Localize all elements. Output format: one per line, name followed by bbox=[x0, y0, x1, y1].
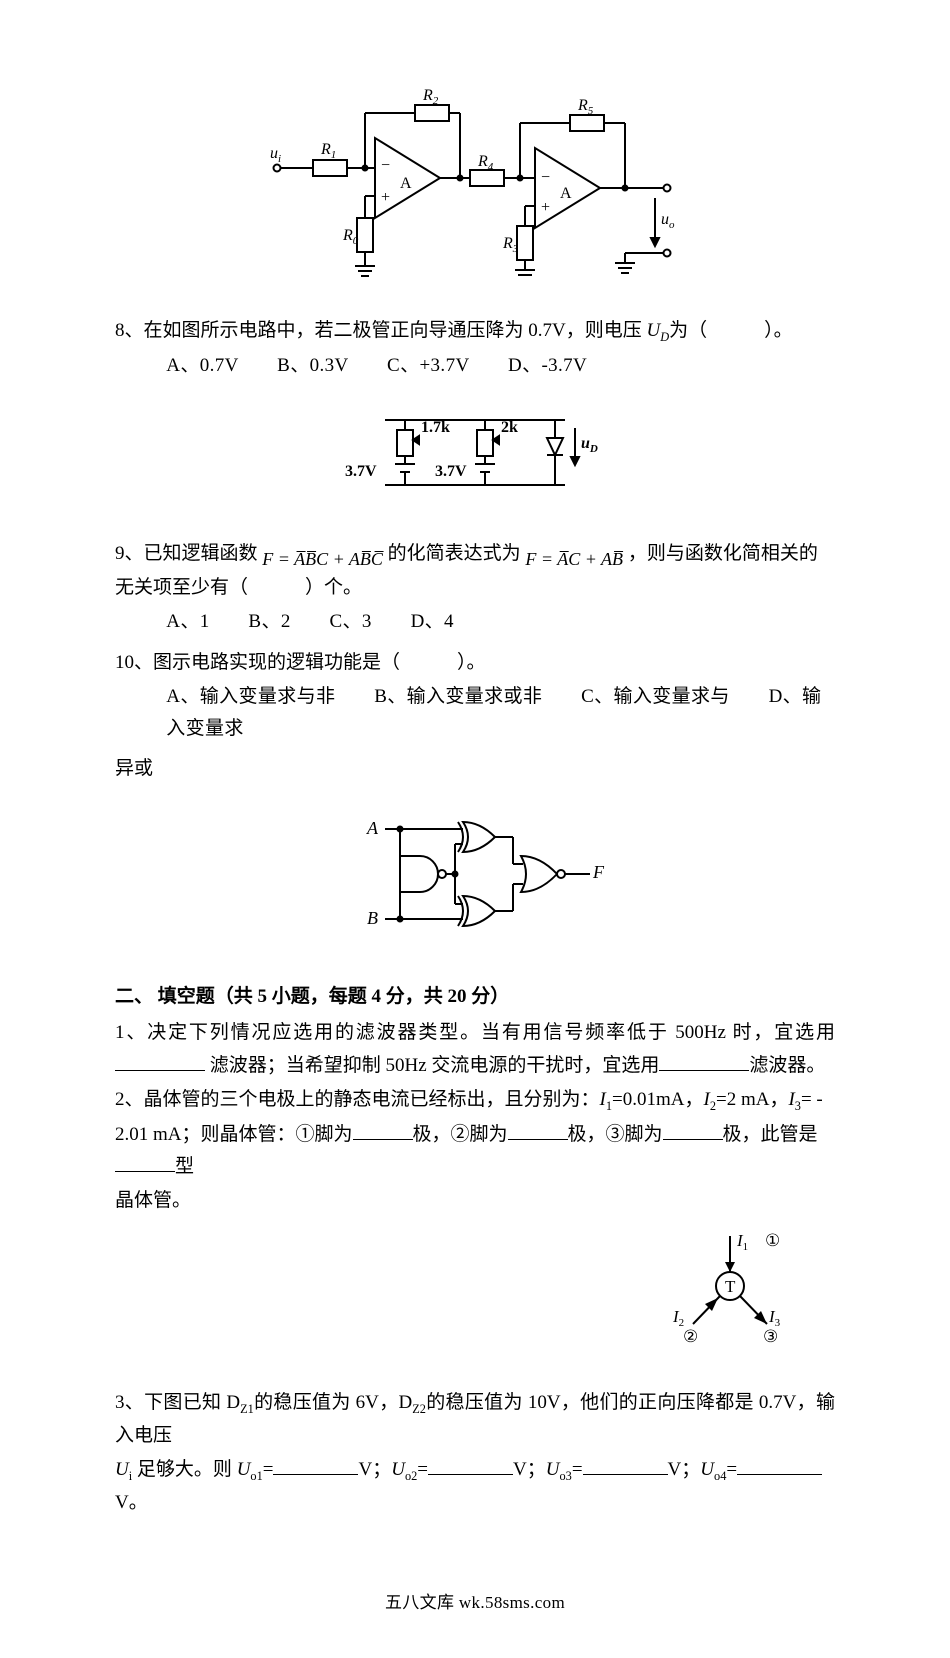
svg-text:R1: R1 bbox=[320, 141, 336, 161]
svg-text:3.7V: 3.7V bbox=[435, 463, 467, 480]
page-footer: 五八文库 wk.58sms.com bbox=[115, 1589, 835, 1618]
svg-text:I1: I1 bbox=[736, 1231, 748, 1253]
diode-svg: 1.7k 2k 3.7V 3.7V uD bbox=[325, 400, 625, 500]
q10-options: A、输入变量求与非 B、输入变量求或非 C、输入变量求与 D、输入变量求 bbox=[115, 681, 835, 746]
svg-text:3.7V: 3.7V bbox=[345, 463, 377, 480]
svg-text:A: A bbox=[400, 175, 412, 192]
logic-svg: A B F bbox=[345, 804, 605, 944]
fill3-line1: 3、下图已知 DZ1的稳压值为 6V，DZ2的稳压值为 10V，他们的正向压降都… bbox=[115, 1387, 835, 1452]
svg-text:−: − bbox=[381, 157, 390, 174]
q8-text: 8、在如图所示电路中，若二极管正向导通压降为 0.7V，则电压 UD为（ ）。 bbox=[115, 315, 835, 348]
figure-logic-circuit: A B F bbox=[115, 804, 835, 955]
svg-text:−: − bbox=[541, 169, 550, 186]
q10-text: 10、图示电路实现的逻辑功能是（ ）。 bbox=[115, 647, 835, 679]
q9-formula2: F = A̅C + AB̅ bbox=[525, 549, 623, 569]
svg-text:A: A bbox=[366, 818, 379, 838]
svg-text:uD: uD bbox=[581, 435, 598, 455]
svg-text:F: F bbox=[592, 862, 605, 882]
fill2-line2: 2.01 mA；则晶体管：①脚为极，②脚为极，③脚为极，此管是型 bbox=[115, 1119, 835, 1184]
svg-text:I2: I2 bbox=[672, 1307, 684, 1329]
svg-text:+: + bbox=[381, 189, 390, 206]
bjt-svg: T I1 ① I2 ② I3 ③ bbox=[655, 1226, 805, 1346]
figure-diode-circuit: 1.7k 2k 3.7V 3.7V uD bbox=[115, 400, 835, 511]
svg-text:2k: 2k bbox=[501, 419, 518, 436]
q9-options: A、1 B、2 C、3 D、4 bbox=[115, 606, 835, 638]
opamp-svg: − + A − + A ui R1 R2 R0 R4 R5 R3 uo bbox=[265, 78, 685, 278]
svg-text:ui: ui bbox=[270, 145, 281, 165]
q8-options: A、0.7V B、0.3V C、+3.7V D、-3.7V bbox=[115, 350, 835, 382]
q9-line2: 无关项至少有（ ）个。 bbox=[115, 572, 835, 604]
blank bbox=[659, 1051, 749, 1071]
section2-title: 二、 填空题（共 5 小题，每题 4 分，共 20 分） bbox=[115, 981, 835, 1013]
fill2-line1: 2、晶体管的三个电极上的静态电流已经标出，且分别为：I1=0.01mA，I2=2… bbox=[115, 1084, 835, 1117]
svg-text:uo: uo bbox=[661, 211, 675, 231]
figure-bjt: T I1 ① I2 ② I3 ③ bbox=[115, 1226, 805, 1357]
svg-text:A: A bbox=[560, 185, 572, 202]
fill2-line3: 晶体管。 bbox=[115, 1185, 835, 1217]
svg-text:I3: I3 bbox=[768, 1307, 781, 1329]
q9-formula1: F = A̅B̅C + AB̅C̅ bbox=[262, 549, 383, 569]
svg-text:B: B bbox=[367, 908, 378, 928]
blank bbox=[115, 1051, 205, 1071]
figure-opamp-cascade: − + A − + A ui R1 R2 R0 R4 R5 R3 uo bbox=[115, 78, 835, 289]
svg-text:+: + bbox=[541, 199, 550, 216]
q10-options-tail: 异或 bbox=[115, 753, 835, 785]
svg-text:①: ① bbox=[765, 1231, 780, 1250]
svg-text:③: ③ bbox=[763, 1327, 778, 1346]
svg-text:②: ② bbox=[683, 1327, 698, 1346]
q9-line1: 9、已知逻辑函数 F = A̅B̅C + AB̅C̅ 的化简表达式为 F = A… bbox=[115, 538, 835, 570]
fill3-line2: Ui 足够大。则 Uo1=V；Uo2=V；Uo3=V；Uo4=V。 bbox=[115, 1454, 835, 1519]
fill1: 1、决定下列情况应选用的滤波器类型。当有用信号频率低于 500Hz 时，宜选用 … bbox=[115, 1017, 835, 1082]
svg-text:T: T bbox=[725, 1277, 736, 1296]
svg-text:1.7k: 1.7k bbox=[421, 419, 450, 436]
